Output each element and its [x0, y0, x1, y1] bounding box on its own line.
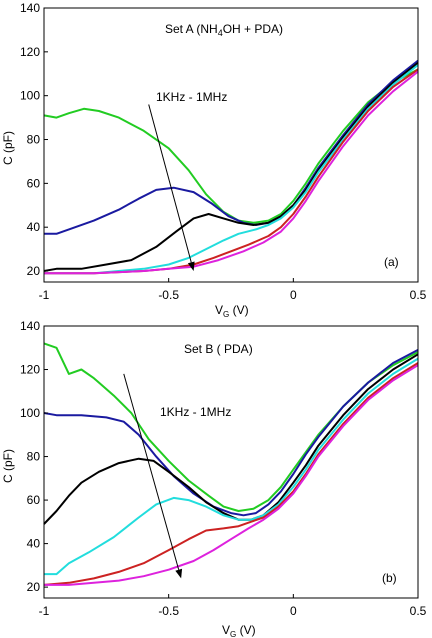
y-tick-label-b: 40 — [27, 537, 41, 551]
series-line-b-3 — [43, 353, 419, 525]
frequency-arrow-a — [148, 104, 192, 263]
series-line-a-3 — [43, 62, 419, 272]
x-ticks-b: -1 -0.5 0 0.5 — [39, 594, 427, 618]
series-line-b-4 — [44, 357, 419, 576]
panel-a: 20 40 60 80 100 120 140 -1 -0.5 0 0.5 Set A (NH4O… — [1, 1, 427, 319]
series-line-a-5 — [44, 68, 419, 275]
y-ticks-b: 20 40 60 80 100 120 140 — [20, 319, 48, 594]
y-tick-label-b: 140 — [20, 319, 40, 333]
y-axis-label-a: C (pF) — [1, 131, 15, 165]
series-line-a-4 — [44, 64, 419, 275]
y-tick-label-a: 140 — [20, 1, 40, 15]
x-tick-label-a: -0.5 — [158, 288, 179, 302]
series-line-b-6 — [44, 364, 419, 586]
plot-frame-a — [43, 7, 419, 283]
series-line-b-5 — [43, 362, 419, 586]
x-axis-label-b: VG (V) — [222, 623, 256, 638]
chart-title-a: Set A (NH4OH + PDA) — [165, 22, 283, 38]
x-tick-label-b: 0.5 — [410, 604, 427, 618]
series-layer-a — [43, 59, 419, 275]
x-tick-label-a: 0 — [290, 288, 297, 302]
plot-frame-b — [43, 325, 419, 599]
y-tick-label-b: 60 — [27, 493, 41, 507]
y-tick-label-a: 100 — [20, 89, 40, 103]
y-tick-label-a: 60 — [27, 176, 41, 190]
panel-label-a: (a) — [384, 255, 399, 269]
y-tick-label-a: 40 — [27, 220, 41, 234]
x-tick-label-a: -1 — [39, 288, 50, 302]
chart-title-b: Set B ( PDA) — [184, 342, 253, 356]
series-line-b-2 — [43, 349, 419, 517]
frequency-arrow-b — [123, 373, 180, 570]
y-tick-label-b: 20 — [27, 580, 41, 594]
x-tick-label-b: -0.5 — [158, 604, 179, 618]
panel-label-b: (b) — [382, 571, 397, 585]
panel-b: 20 40 60 80 100 120 140 -1 -0.5 0 0.5 Set B ( PDA… — [1, 319, 427, 638]
series-line-a-2 — [44, 59, 419, 235]
series-line-a-6 — [44, 70, 419, 275]
frequency-annotation-a: 1KHz - 1MHz — [156, 90, 227, 104]
frequency-arrow-head-a — [187, 261, 195, 272]
series-line-b-1 — [43, 342, 419, 512]
y-tick-label-a: 120 — [20, 45, 40, 59]
y-ticks-a: 20 40 60 80 100 120 140 — [20, 1, 48, 278]
series-layer-b — [43, 342, 419, 586]
y-tick-label-a: 80 — [27, 133, 41, 147]
x-axis-label-a: VG (V) — [215, 303, 249, 319]
series-line-a-1 — [43, 68, 419, 224]
x-tick-label-b: -1 — [39, 604, 50, 618]
y-tick-label-b: 120 — [20, 363, 40, 377]
y-tick-label-b: 100 — [20, 406, 40, 420]
x-ticks-a: -1 -0.5 0 0.5 — [39, 278, 427, 302]
x-tick-label-b: 0 — [290, 604, 297, 618]
frequency-arrow-head-b — [175, 568, 183, 579]
y-tick-label-a: 20 — [27, 264, 41, 278]
frequency-annotation-b: 1KHz - 1MHz — [160, 405, 231, 419]
y-tick-label-b: 80 — [27, 450, 41, 464]
y-axis-label-b: C (pF) — [1, 449, 15, 483]
x-tick-label-a: 0.5 — [410, 288, 427, 302]
